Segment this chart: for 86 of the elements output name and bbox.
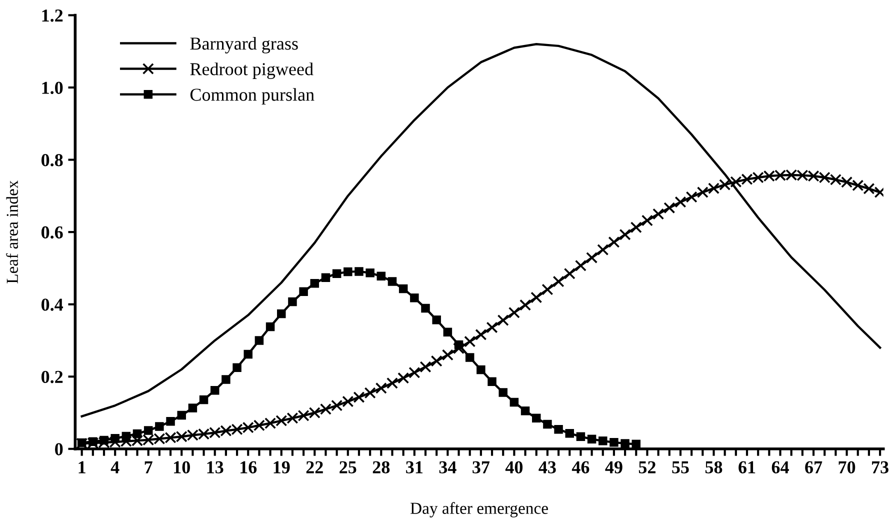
x-tick-label: 13 [207, 461, 224, 474]
point [610, 438, 618, 447]
x-tick-label: 40 [505, 461, 523, 474]
x-tick-label: 16 [240, 461, 257, 474]
x-tick-label: 10 [174, 461, 190, 474]
x-tick-label: 46 [572, 461, 590, 474]
point [266, 322, 275, 332]
x-tick-label: 22 [306, 461, 323, 474]
y-tick-label: 0.2 [41, 370, 63, 384]
x-tick-label: 58 [705, 461, 722, 474]
point [188, 404, 198, 412]
x-tick-label: 67 [805, 461, 822, 474]
point [155, 422, 164, 431]
point [144, 426, 153, 435]
point [520, 406, 530, 416]
point [166, 417, 175, 426]
point [100, 436, 108, 445]
legend-label: Barnyard grass [190, 37, 298, 54]
point [199, 395, 208, 404]
point [299, 287, 308, 296]
x-tick-label: 52 [638, 461, 656, 474]
point [587, 434, 596, 444]
point [432, 315, 441, 324]
x-tick-label: 1 [78, 461, 86, 474]
x-tick-label: 34 [439, 461, 456, 474]
point [354, 267, 364, 276]
x-tick-label: 25 [340, 461, 356, 474]
point [510, 398, 519, 407]
legend-label: Common purslan [190, 88, 314, 104]
legend-label: Redroot pigweed [190, 62, 314, 79]
point [222, 375, 230, 384]
point [244, 350, 252, 359]
y-tick-label: 1.2 [42, 10, 63, 22]
point [210, 386, 220, 395]
point [498, 388, 508, 397]
x-axis-title: Day after emergence [410, 502, 548, 518]
x-tick-label: 19 [274, 461, 290, 474]
point [321, 273, 330, 282]
point [232, 363, 242, 372]
point [598, 436, 608, 446]
x-tick-label: 61 [738, 461, 756, 474]
x-tick-label: 64 [772, 461, 789, 474]
point [132, 429, 142, 438]
x-tick-label: 37 [472, 461, 490, 474]
x-tick-label: 31 [406, 461, 423, 474]
y-tick-label: 0.4 [41, 298, 64, 311]
y-tick-label: 0 [55, 443, 63, 456]
point [122, 432, 131, 441]
point [366, 268, 374, 278]
y-tick-label: 0.8 [41, 154, 63, 166]
point [532, 414, 541, 423]
x-tick-label: 55 [672, 461, 689, 474]
point [488, 377, 496, 386]
point [177, 410, 186, 420]
point [388, 277, 397, 286]
point [543, 420, 552, 429]
point [288, 297, 297, 306]
point [554, 424, 563, 434]
x-tick-label: 28 [372, 461, 390, 474]
point [254, 336, 264, 345]
point [443, 328, 452, 337]
x-tick-label: 70 [838, 461, 856, 474]
point [476, 365, 486, 374]
x-tick-label: 43 [538, 461, 556, 474]
point [376, 272, 386, 281]
point [88, 437, 98, 446]
y-axis-title: Leaf area index [6, 180, 18, 284]
point [110, 434, 120, 443]
x-tick-label: 73 [872, 461, 888, 474]
y-tick-label: 0.6 [41, 226, 63, 239]
point [410, 293, 419, 302]
point [454, 340, 464, 350]
point [332, 269, 342, 278]
point [344, 267, 352, 276]
point [620, 439, 630, 448]
x-tick-label: 49 [605, 461, 622, 474]
y-tick-label: 1.0 [42, 82, 63, 94]
point [277, 309, 286, 318]
point [398, 284, 408, 294]
x-tick-label: 4 [110, 461, 120, 474]
x-tick-label: 7 [144, 461, 152, 474]
point [465, 353, 474, 362]
point [576, 432, 586, 441]
point [310, 278, 320, 288]
point [421, 304, 430, 313]
point [565, 428, 574, 438]
